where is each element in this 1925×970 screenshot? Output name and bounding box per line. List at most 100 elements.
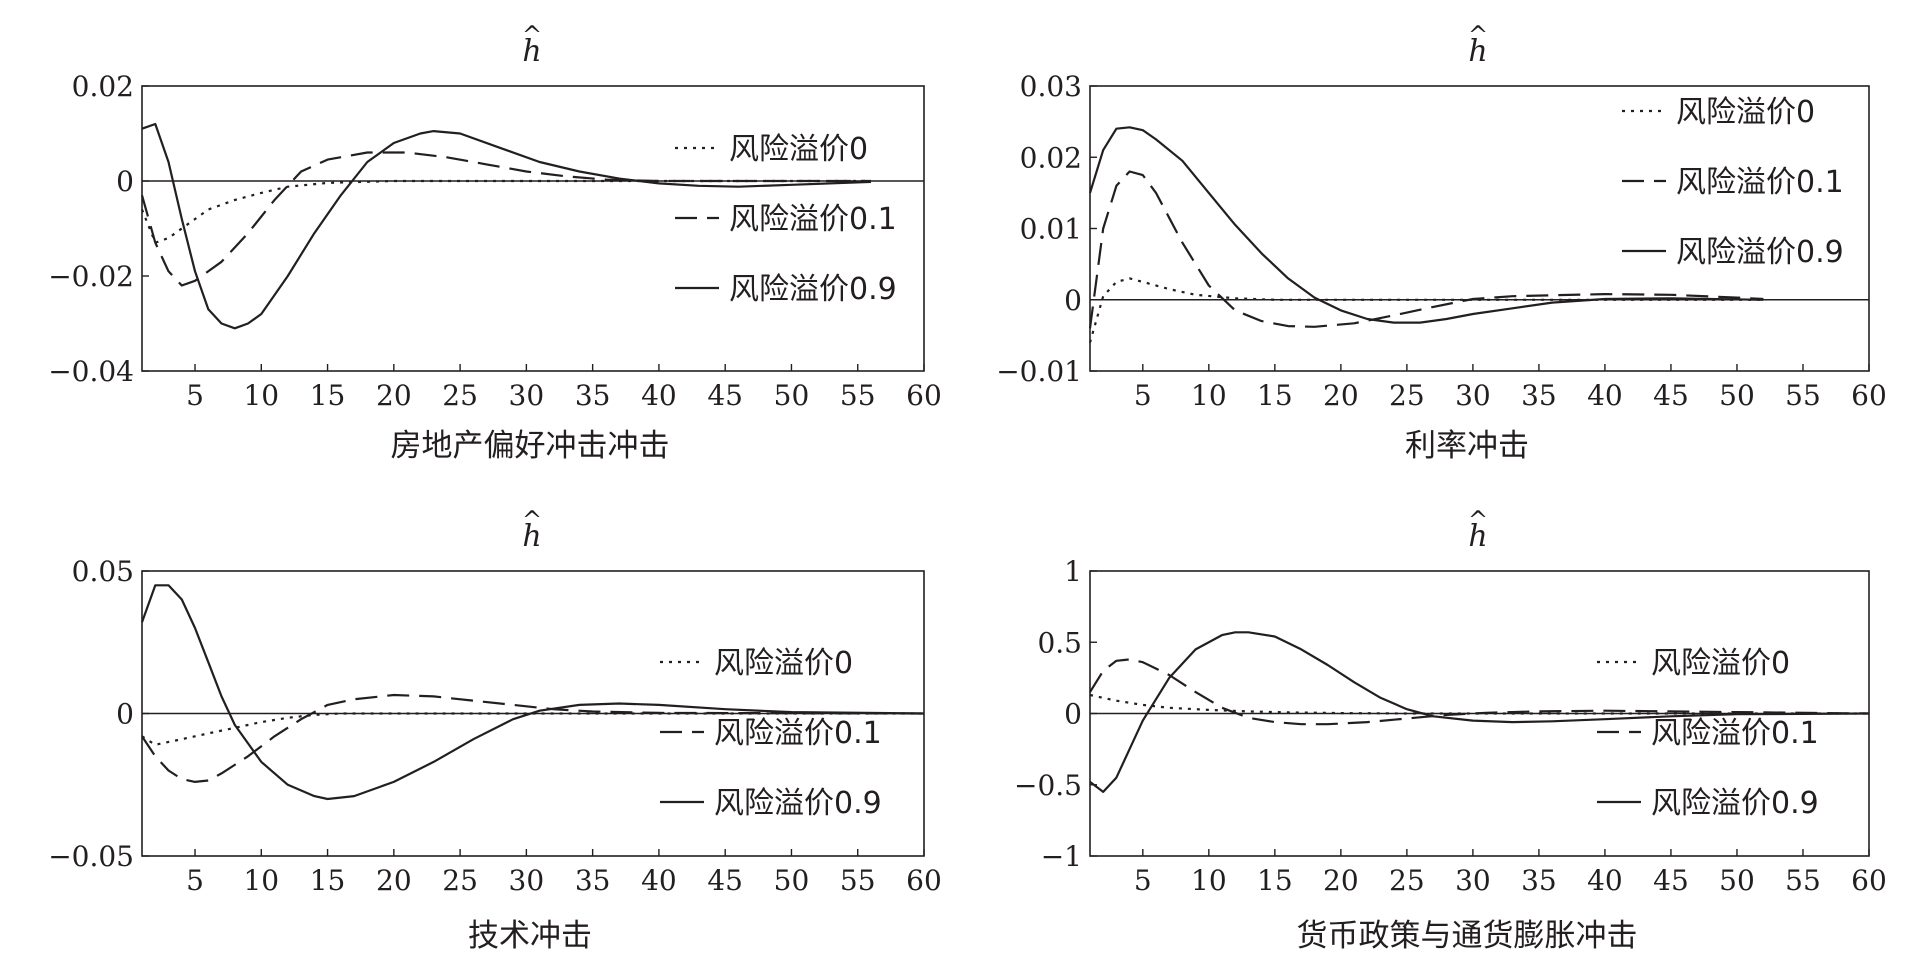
x-tick-label: 30 xyxy=(1455,864,1491,897)
legend-label: 风险溢价0.9 xyxy=(714,786,882,821)
x-tick-label: 10 xyxy=(243,864,279,897)
x-tick-label: 20 xyxy=(376,864,412,897)
x-tick-label: 35 xyxy=(1521,864,1557,897)
series-line-1 xyxy=(1088,170,1764,329)
x-tick-label: 25 xyxy=(1389,864,1425,897)
x-tick-label: 45 xyxy=(1653,379,1689,412)
panel-technology-shock: 5 10 15 20 25 30 35 40 45 50 55 60 −0.05 0 0.05 风险溢价0 风险… xyxy=(0,485,960,970)
y-tick-label: 0 xyxy=(1064,284,1082,317)
y-tick-label: 1 xyxy=(1064,555,1082,588)
y-tick-label: 0.5 xyxy=(1037,626,1082,659)
legend-label: 风险溢价0.1 xyxy=(714,716,882,751)
y-tick-label: 0 xyxy=(116,165,134,198)
chart-svg: 5 10 15 20 25 30 35 40 45 50 55 60 −0.04 −0.02 0 0.02 风险… xyxy=(48,70,942,412)
x-tick-label: 15 xyxy=(1257,864,1293,897)
plot-title: h xyxy=(1468,34,1487,69)
x-tick-label: 15 xyxy=(310,864,346,897)
x-tick-label: 35 xyxy=(575,379,611,412)
legend-label: 风险溢价0.1 xyxy=(729,202,897,237)
x-tick-label: 30 xyxy=(509,864,545,897)
plot-title-text: h xyxy=(522,519,541,554)
x-tick-label: 15 xyxy=(1257,379,1293,412)
x-tick-label: 50 xyxy=(774,864,810,897)
x-tick-label: 35 xyxy=(1521,379,1557,412)
series-line-2 xyxy=(1089,631,1870,793)
y-tick-label: −0.5 xyxy=(1014,769,1082,802)
y-tick-label: 0.03 xyxy=(1020,70,1082,103)
x-tick-label: 5 xyxy=(1134,379,1152,412)
panel-caption: 利率冲击 xyxy=(1405,428,1529,464)
y-tick-label: −0.05 xyxy=(48,840,134,873)
x-tick-label: 55 xyxy=(1785,864,1821,897)
x-tick-label: 30 xyxy=(1455,379,1491,412)
x-tick-label: 5 xyxy=(1134,864,1152,897)
series-line-0 xyxy=(1088,277,1764,343)
x-tick-label: 5 xyxy=(186,379,204,412)
panel-caption: 货币政策与通货膨胀冲击 xyxy=(1296,918,1638,954)
legend-label: 风险溢价0 xyxy=(729,132,868,167)
x-tick-label: 40 xyxy=(1587,864,1623,897)
legend-label: 风险溢价0.9 xyxy=(1676,235,1844,270)
x-tick-label: 25 xyxy=(442,379,478,412)
y-tick-label: 0.01 xyxy=(1020,213,1082,246)
legend-label: 风险溢价0.1 xyxy=(1651,716,1819,751)
panel-housing-preference-shock: 5 10 15 20 25 30 35 40 45 50 55 60 −0.04 −0.02 0 0.02 风险… xyxy=(0,0,960,485)
legend-label: 风险溢价0 xyxy=(1676,95,1815,130)
series-line-0 xyxy=(140,179,871,244)
x-tick-label: 10 xyxy=(1191,864,1227,897)
x-tick-label: 25 xyxy=(1389,379,1425,412)
y-tick-label: 0 xyxy=(1064,698,1082,731)
series-line-2 xyxy=(140,584,925,801)
series-line-1 xyxy=(141,693,925,783)
x-tick-label: 10 xyxy=(1191,379,1227,412)
y-tick-label: −0.01 xyxy=(996,355,1082,388)
x-tick-label: 50 xyxy=(774,379,810,412)
x-tick-label: 20 xyxy=(376,379,412,412)
legend-label: 风险溢价0.1 xyxy=(1676,165,1844,200)
plot-title: h xyxy=(522,34,541,69)
chart-svg: 5 10 15 20 25 30 35 40 45 50 55 60 −1 −0.5 0 0.5 1 风险溢价0 风… xyxy=(1014,555,1887,897)
series-line-1 xyxy=(1089,658,1870,726)
y-tick-label: 0 xyxy=(116,698,134,731)
legend-label: 风险溢价0 xyxy=(1651,646,1790,681)
plot-title-text: h xyxy=(1468,34,1487,69)
legend-label: 风险溢价0.9 xyxy=(729,272,897,307)
plot-title-text: h xyxy=(522,34,541,69)
series-line-1 xyxy=(140,151,871,287)
chart-svg: 5 10 15 20 25 30 35 40 45 50 55 60 −0.05 0 0.05 风险溢价0 风险… xyxy=(48,555,942,897)
x-tick-label: 50 xyxy=(1719,379,1755,412)
panel-monetary-inflation-shock: 5 10 15 20 25 30 35 40 45 50 55 60 −1 −0.5 0 0.5 1 风险溢价0 风… xyxy=(962,485,1925,970)
series-line-0 xyxy=(141,712,924,746)
x-tick-label: 40 xyxy=(1587,379,1623,412)
x-tick-label: 30 xyxy=(509,379,545,412)
panel-interest-rate-shock: 5 10 15 20 25 30 35 40 45 50 55 60 −0.01 0 0.01 0.02 0.0… xyxy=(962,0,1925,485)
plot-title-text: h xyxy=(1468,519,1487,554)
x-tick-label: 10 xyxy=(243,379,279,412)
y-tick-label: 0.02 xyxy=(72,70,134,103)
x-tick-label: 40 xyxy=(641,864,677,897)
x-tick-label: 45 xyxy=(1653,864,1689,897)
panel-caption: 技术冲击 xyxy=(468,918,592,954)
panel-caption: 房地产偏好冲击冲击 xyxy=(390,428,670,464)
x-tick-label: 20 xyxy=(1323,864,1359,897)
x-tick-label: 60 xyxy=(1851,379,1887,412)
x-tick-label: 20 xyxy=(1323,379,1359,412)
plot-title: h xyxy=(522,519,541,554)
y-tick-label: 0.02 xyxy=(1020,141,1082,174)
x-tick-label: 60 xyxy=(906,864,942,897)
series-line-2 xyxy=(141,122,872,330)
x-tick-label: 60 xyxy=(1851,864,1887,897)
x-tick-label: 45 xyxy=(707,379,743,412)
chart-svg: 5 10 15 20 25 30 35 40 45 50 55 60 −0.01 0 0.01 0.02 0.0… xyxy=(996,70,1887,412)
y-tick-label: −1 xyxy=(1041,840,1082,873)
series-line-2 xyxy=(1088,126,1764,324)
x-tick-label: 50 xyxy=(1719,864,1755,897)
plot-title: h xyxy=(1468,519,1487,554)
x-tick-label: 55 xyxy=(840,864,876,897)
x-tick-label: 60 xyxy=(906,379,942,412)
x-tick-label: 25 xyxy=(442,864,478,897)
legend-label: 风险溢价0 xyxy=(714,646,853,681)
plot-frame xyxy=(141,85,925,372)
x-tick-label: 35 xyxy=(575,864,611,897)
